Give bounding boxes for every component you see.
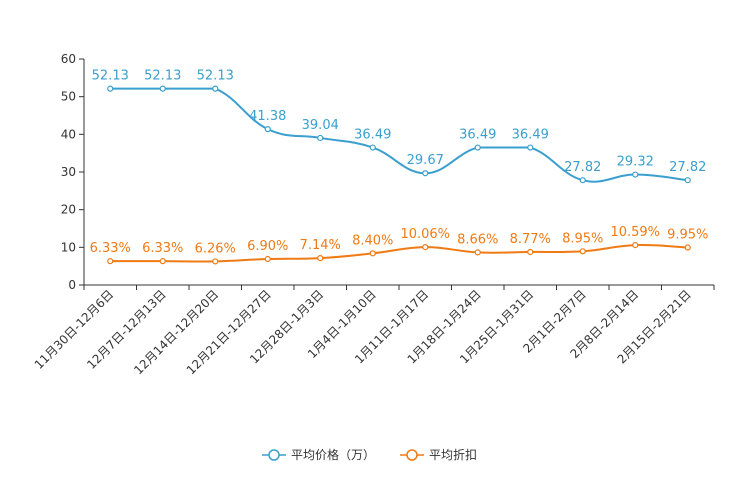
data-point[interactable]	[684, 244, 691, 251]
legend-item-2[interactable]: 平均折扣	[400, 447, 477, 462]
legend-marker-icon	[268, 449, 280, 461]
data-point[interactable]	[422, 170, 429, 177]
data-point[interactable]	[579, 248, 586, 255]
chart-legend[interactable]: 平均价格（万） 平均折扣	[262, 447, 477, 462]
legend-label: 平均折扣	[429, 447, 477, 462]
data-point[interactable]	[632, 171, 639, 178]
y-tick-label: 50	[61, 90, 76, 104]
data-label: 6.33%	[142, 241, 183, 256]
data-point[interactable]	[159, 258, 166, 265]
data-label: 29.32	[617, 155, 654, 170]
data-point[interactable]	[369, 144, 376, 151]
series-2: 6.33% 6.33% 6.26% 6.90% 7.14% 8.40% 10.06% 8.66…	[90, 225, 708, 265]
data-label: 6.33%	[90, 241, 131, 256]
data-point[interactable]	[264, 126, 271, 133]
series-layer: 52.13 52.13 52.13 41.38 39.04 36.49 29.67 36.49…	[90, 69, 708, 265]
data-point[interactable]	[527, 248, 534, 256]
legend-item-1[interactable]: 平均价格（万）	[262, 447, 375, 462]
data-label: 8.77%	[510, 232, 551, 247]
data-label: 52.13	[197, 69, 234, 84]
data-point[interactable]	[159, 85, 166, 92]
data-point[interactable]	[317, 134, 324, 142]
data-label: 39.04	[302, 118, 339, 133]
chart-axes: 010203040506011月30日-12月6日12月7日-12月13日12月…	[32, 52, 715, 377]
data-point[interactable]	[369, 250, 376, 257]
data-point[interactable]	[317, 255, 324, 262]
data-point[interactable]	[107, 85, 114, 92]
data-label: 10.59%	[610, 225, 660, 240]
y-tick-label: 60	[61, 52, 76, 66]
data-point[interactable]	[212, 258, 219, 265]
data-point[interactable]	[527, 144, 534, 151]
y-tick-label: 10	[61, 240, 76, 254]
data-label: 36.49	[512, 128, 549, 143]
data-label: 6.26%	[195, 241, 236, 256]
data-point[interactable]	[422, 244, 429, 251]
series-1: 52.13 52.13 52.13 41.38 39.04 36.49 29.67 36.49…	[92, 69, 706, 184]
legend-marker-icon	[406, 449, 418, 461]
data-label: 36.49	[354, 128, 391, 143]
data-label: 36.49	[459, 128, 496, 143]
data-point[interactable]	[579, 177, 586, 184]
data-point[interactable]	[264, 255, 271, 263]
data-label: 52.13	[92, 69, 129, 84]
data-label: 27.82	[564, 160, 601, 175]
y-tick-label: 40	[61, 127, 76, 141]
data-label: 8.95%	[562, 231, 603, 246]
legend-label: 平均价格（万）	[291, 447, 375, 462]
data-point[interactable]	[474, 144, 481, 151]
y-tick-label: 20	[61, 203, 76, 217]
data-label: 6.90%	[247, 239, 288, 254]
data-label: 27.82	[669, 160, 706, 175]
y-tick-label: 0	[68, 278, 76, 292]
data-label: 52.13	[144, 69, 181, 84]
data-label: 10.06%	[400, 227, 450, 242]
data-label: 8.66%	[457, 232, 498, 247]
y-tick-label: 30	[61, 165, 76, 179]
data-label: 8.40%	[352, 233, 393, 248]
data-label: 29.67	[407, 153, 444, 168]
data-label: 41.38	[249, 109, 286, 124]
data-point[interactable]	[212, 85, 219, 92]
data-label: 7.14%	[300, 238, 341, 253]
series-line	[110, 243, 688, 263]
data-label: 9.95%	[667, 228, 708, 243]
data-point[interactable]	[107, 258, 114, 265]
data-point[interactable]	[684, 177, 691, 184]
data-point[interactable]	[632, 242, 639, 249]
data-point[interactable]	[474, 249, 481, 256]
